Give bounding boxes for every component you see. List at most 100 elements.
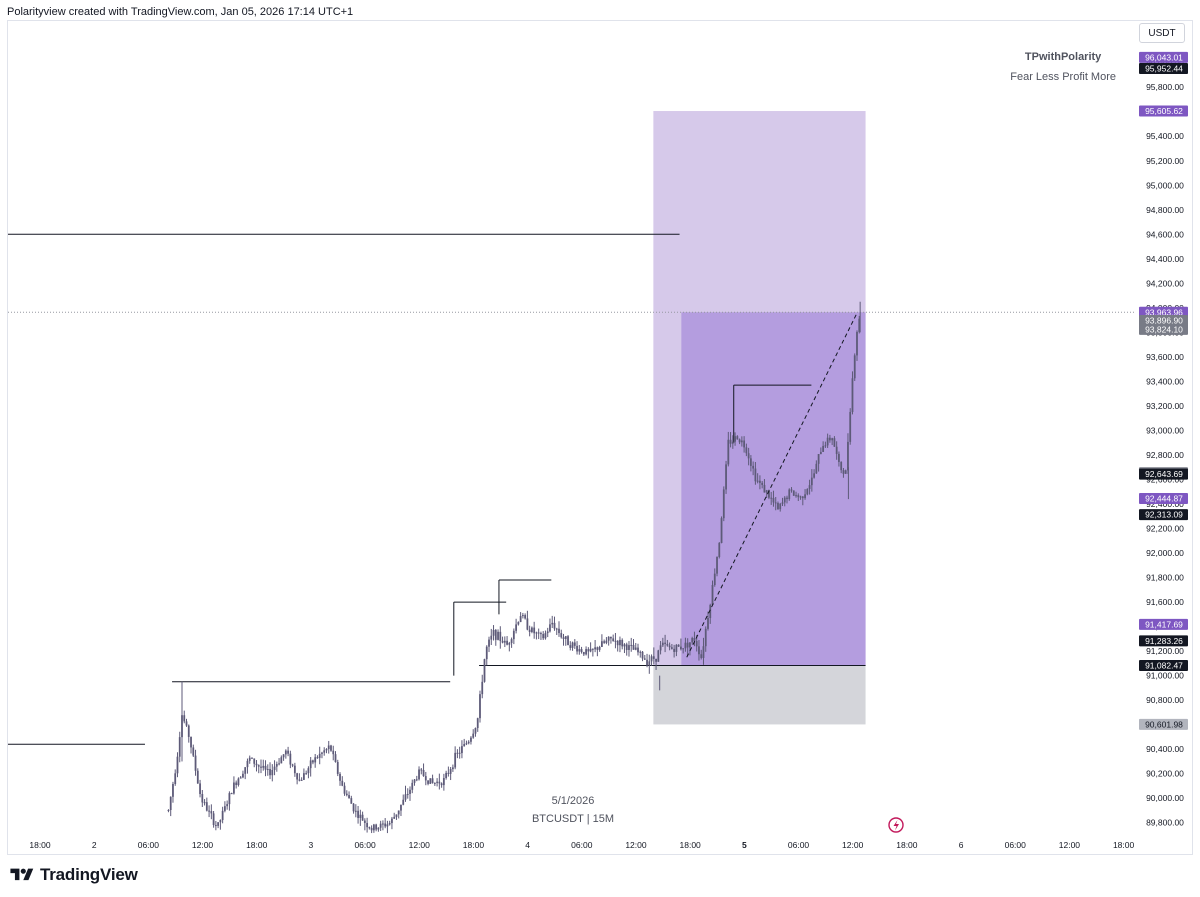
- time-tick-label: 12:00: [842, 840, 864, 850]
- candle-body: [625, 644, 628, 650]
- price-pill-text: 92,313.09: [1145, 510, 1183, 520]
- candle-body: [580, 649, 583, 653]
- price-pill-text: 91,417.69: [1145, 619, 1183, 629]
- candle-body: [442, 778, 445, 786]
- candle-body: [422, 769, 425, 777]
- footer-logo[interactable]: TradingView: [8, 862, 138, 888]
- candle-body: [851, 378, 854, 412]
- candle-body: [260, 766, 262, 768]
- candle-body: [321, 752, 323, 754]
- candle-body: [777, 503, 779, 510]
- chart-panel[interactable]: 96,200.0096,000.0095,800.0095,600.0095,4…: [7, 20, 1193, 855]
- price-pill-bg: [1139, 315, 1188, 327]
- price-pill-bg: [1139, 105, 1188, 117]
- candle-body: [248, 757, 251, 761]
- candle-body: [650, 656, 653, 662]
- candle-body: [187, 725, 190, 737]
- candle-body: [503, 640, 506, 643]
- candle-body: [578, 649, 581, 652]
- candle-body: [474, 728, 477, 734]
- candle-body: [431, 778, 434, 783]
- candle-body: [253, 758, 256, 764]
- candle-body: [587, 649, 590, 652]
- price-pill-bg: [1139, 635, 1188, 647]
- candle-body: [174, 773, 177, 784]
- candle-body: [853, 355, 856, 379]
- price-pill-text: 93,896.90: [1145, 316, 1183, 326]
- candle-body: [183, 715, 186, 722]
- candles-group: [167, 301, 861, 834]
- candle-body: [709, 604, 712, 619]
- price-pill-text: 96,043.01: [1145, 52, 1183, 62]
- candle-body: [388, 823, 391, 825]
- candle-body: [856, 331, 858, 356]
- candle-body: [623, 644, 626, 647]
- candle-body: [756, 480, 759, 482]
- candle-body: [833, 438, 836, 447]
- price-tick-label: 90,000.00: [1146, 793, 1184, 803]
- candle-body: [510, 639, 513, 643]
- candle-body: [770, 497, 773, 499]
- price-label-pill: 92,444.87: [1139, 493, 1188, 505]
- candle-body: [664, 642, 666, 644]
- candle-body: [646, 659, 648, 666]
- candle-body: [438, 781, 441, 784]
- time-tick-label: 18:00: [29, 840, 51, 850]
- candle-body: [334, 754, 337, 763]
- candle-body: [670, 647, 673, 649]
- brand-tagline: Fear Less Profit More: [1010, 71, 1116, 83]
- candle-body: [492, 629, 495, 636]
- price-axis: 96,200.0096,000.0095,800.0095,600.0095,4…: [1139, 33, 1188, 828]
- candle-body: [716, 557, 718, 574]
- price-chart[interactable]: 96,200.0096,000.0095,800.0095,600.0095,4…: [8, 21, 1193, 855]
- candle-body: [725, 464, 727, 490]
- candle-body: [424, 776, 427, 781]
- candle-body: [485, 646, 488, 660]
- lightning-bolt-icon[interactable]: [888, 817, 904, 833]
- price-tick-label: 93,000.00: [1146, 425, 1184, 435]
- candle-body: [467, 741, 470, 744]
- candle-body: [352, 803, 355, 812]
- candle-body: [788, 489, 791, 500]
- candle-body: [449, 769, 452, 774]
- candle-body: [648, 661, 651, 666]
- candle-body: [517, 622, 520, 625]
- price-pill-text: 91,283.26: [1145, 636, 1183, 646]
- price-pill-text: 92,444.87: [1145, 494, 1183, 504]
- candle-body: [718, 542, 721, 558]
- candle-body: [395, 814, 398, 817]
- candle-body: [713, 573, 716, 585]
- candle-body: [169, 796, 172, 811]
- candle-body: [840, 461, 843, 471]
- candle-body: [747, 453, 750, 459]
- candle-body: [808, 485, 811, 490]
- candle-body: [569, 645, 572, 648]
- price-label-pill: 91,283.26: [1139, 635, 1188, 647]
- candle-body: [402, 799, 405, 805]
- price-pill-text: 95,952.44: [1145, 64, 1183, 74]
- candle-body: [790, 489, 793, 491]
- candle-body: [600, 641, 603, 647]
- candle-body: [212, 813, 215, 826]
- time-tick-label: 4: [525, 840, 530, 850]
- candle-body: [806, 489, 809, 495]
- candle-body: [196, 770, 199, 784]
- price-tick-label: 94,600.00: [1146, 229, 1184, 239]
- price-pill-bg: [1139, 493, 1188, 505]
- candle-body: [668, 645, 671, 648]
- price-tick-label: 92,200.00: [1146, 524, 1184, 534]
- candle-body: [262, 765, 265, 768]
- candle-body: [291, 764, 294, 766]
- price-tick-label: 93,400.00: [1146, 376, 1184, 386]
- candle-body: [418, 769, 420, 780]
- candle-body: [571, 642, 574, 648]
- candle-body: [576, 645, 578, 652]
- candle-body: [804, 494, 806, 499]
- candle-body: [835, 446, 838, 454]
- candle-body: [619, 639, 621, 646]
- currency-selector-button[interactable]: USDT: [1139, 23, 1185, 43]
- candle-body: [314, 757, 317, 763]
- candle-body: [413, 779, 416, 783]
- candle-body: [244, 767, 247, 774]
- candle-body: [341, 780, 344, 786]
